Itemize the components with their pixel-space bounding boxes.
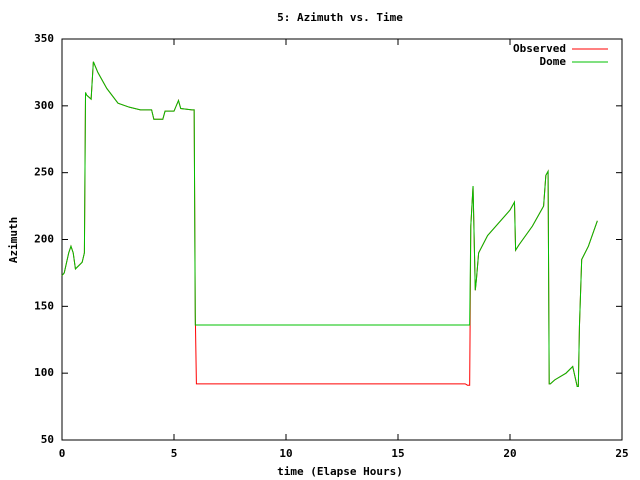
x-axis-label: time (Elapse Hours) (277, 465, 403, 478)
x-tick-label: 25 (615, 447, 628, 460)
y-tick-label: 200 (34, 233, 54, 246)
y-tick-label: 350 (34, 32, 54, 45)
series-line (61, 61, 598, 388)
y-tick-label: 150 (34, 299, 54, 312)
y-tick-label: 300 (34, 99, 54, 112)
series-line (61, 61, 598, 388)
y-tick-label: 50 (41, 433, 54, 446)
legend-label: Observed (513, 42, 566, 55)
y-axis-label: Azimuth (7, 217, 20, 263)
x-tick-label: 0 (59, 447, 66, 460)
x-tick-label: 10 (279, 447, 292, 460)
legend-label: Dome (540, 55, 567, 68)
plot-border (61, 38, 623, 441)
x-tick-label: 15 (391, 447, 404, 460)
y-tick-label: 250 (34, 166, 54, 179)
chart-title: 5: Azimuth vs. Time (277, 11, 403, 24)
x-tick-label: 5 (171, 447, 178, 460)
y-tick-label: 100 (34, 366, 54, 379)
x-tick-label: 20 (503, 447, 516, 460)
